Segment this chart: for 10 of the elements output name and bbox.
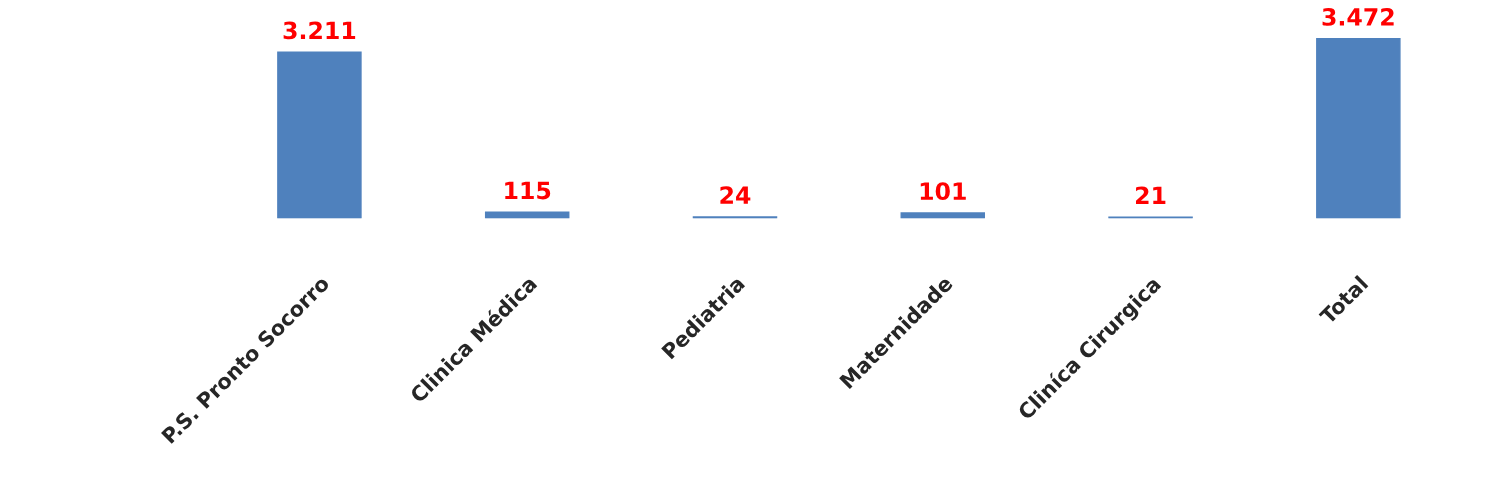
data-label: 3.472: [1322, 7, 1394, 26]
bar: [1316, 38, 1401, 219]
data-label: 3.211: [283, 21, 356, 40]
data-label: 24: [720, 186, 751, 204]
data-label: 115: [505, 181, 551, 200]
data-label: 101: [920, 182, 966, 201]
bar: [277, 51, 362, 219]
data-label: 21: [1136, 186, 1166, 204]
bar: [900, 212, 986, 219]
bar: [484, 211, 570, 219]
